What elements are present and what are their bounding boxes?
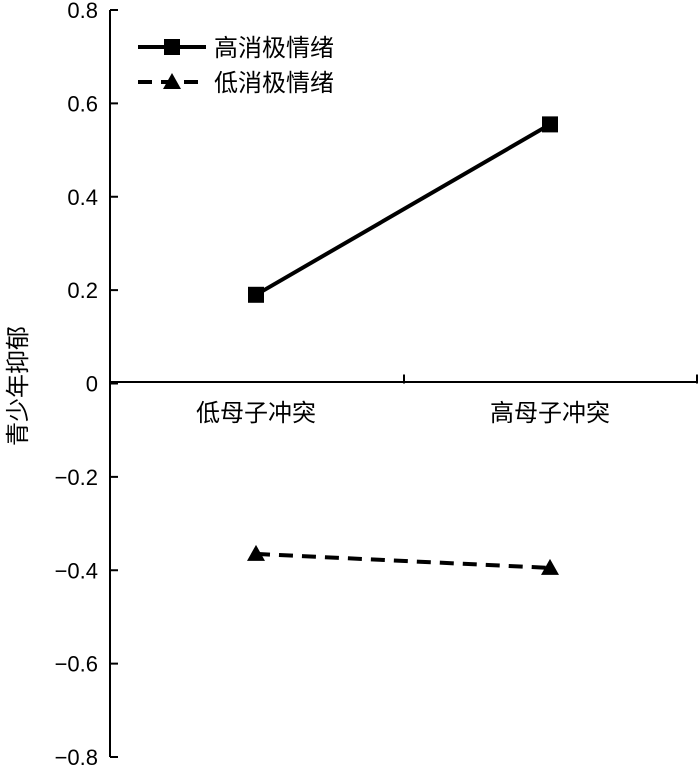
series-line-1 [255,551,551,570]
y-tick-label: 0.6 [67,91,98,116]
legend-label: 高消极情绪 [214,34,334,62]
y-axis-label: 青少年抑郁 [4,326,32,446]
y-tick-label: 0.2 [67,278,98,303]
y-tick-label: 0.8 [67,0,98,23]
y-tick-label: 0.4 [67,185,98,210]
x-tick-label: 高母子冲突 [490,399,610,427]
series-group [247,116,559,575]
x-ticks: 低母子冲突 高母子冲突 [196,374,698,427]
triangle-marker [541,558,559,575]
y-ticks: 0.8 0.6 0.4 0.2 0 −0.2 −0.4 −0.6 −0.8 [55,0,118,766]
triangle-marker [163,73,181,89]
series-line-0 [254,122,552,297]
square-marker [164,39,180,55]
triangle-marker [247,544,265,561]
y-tick-label: 0 [86,372,98,397]
y-tick-label: −0.8 [55,745,98,766]
y-tick-label: −0.6 [55,652,98,677]
y-tick-label: −0.2 [55,465,98,490]
square-marker [542,116,558,133]
y-tick-label: −0.4 [55,558,98,583]
square-marker [248,286,264,303]
x-tick-label: 低母子冲突 [196,399,316,427]
legend-label: 低消极情绪 [214,69,334,97]
